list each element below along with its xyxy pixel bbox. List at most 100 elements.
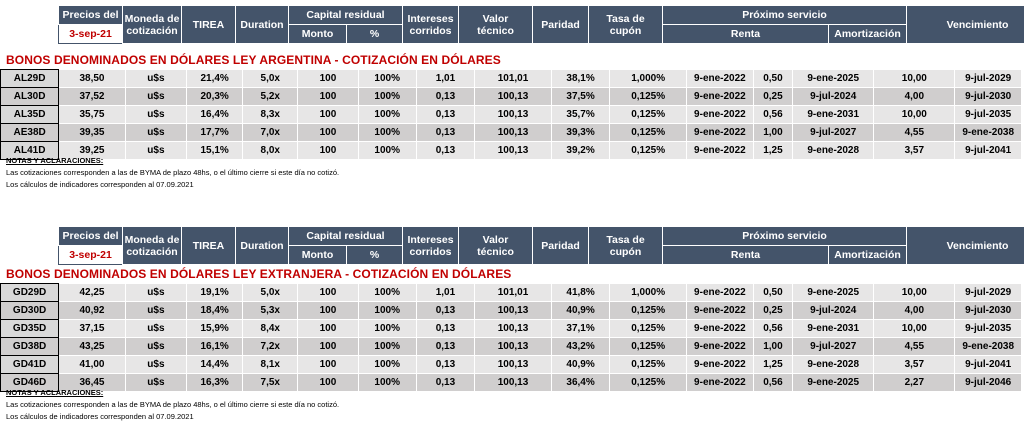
cell-duration: 5,2x bbox=[242, 87, 299, 106]
cell-tirea: 15,9% bbox=[186, 319, 244, 338]
cell-ticker: GD41D bbox=[0, 355, 60, 374]
cell-renta-date: 9-ene-2022 bbox=[686, 319, 754, 338]
cell-vencimiento: 9-jul-2029 bbox=[954, 69, 1022, 88]
pct-header: % bbox=[345, 245, 404, 265]
cell-tasa-cupon: 0,125% bbox=[609, 337, 688, 356]
cell-valor-tecnico: 101,01 bbox=[474, 69, 552, 88]
cell-ticker: GD46D bbox=[0, 373, 60, 392]
cell-currency: u$s bbox=[124, 373, 188, 392]
cell-currency: u$s bbox=[124, 355, 188, 374]
cell-duration: 7,5x bbox=[242, 373, 299, 392]
cell-amortizacion-date: 9-jul-2024 bbox=[792, 87, 875, 106]
cell-renta-value: 0,56 bbox=[752, 373, 794, 392]
cell-valor-tecnico: 100,13 bbox=[474, 123, 552, 142]
cell-tasa-cupon: 0,125% bbox=[609, 301, 688, 320]
cell-currency: u$s bbox=[124, 301, 188, 320]
cell-amortizacion-date: 9-ene-2031 bbox=[792, 319, 875, 338]
cell-renta-value: 0,50 bbox=[752, 69, 794, 88]
cell-paridad: 43,2% bbox=[550, 337, 611, 356]
cell-tasa-cupon: 0,125% bbox=[609, 319, 688, 338]
cell-intereses: 0,13 bbox=[415, 373, 476, 392]
cell-intereses: 0,13 bbox=[415, 319, 476, 338]
cell-monto: 100 bbox=[297, 319, 359, 338]
cell-currency: u$s bbox=[124, 105, 188, 124]
precios-del-header: Precios del bbox=[58, 5, 123, 25]
cell-renta-date: 9-ene-2022 bbox=[686, 355, 754, 374]
moneda-header: Moneda de cotización bbox=[122, 226, 182, 265]
paridad-header: Paridad bbox=[532, 5, 590, 44]
vencimiento-header: Vencimiento bbox=[906, 5, 1024, 44]
cell-monto: 100 bbox=[297, 123, 359, 142]
cell-currency: u$s bbox=[124, 283, 188, 302]
table-row: GD29D 42,25 u$s 19,1% 5,0x 100 100% 1,01 101,01 4… bbox=[0, 283, 1022, 302]
cell-paridad: 39,3% bbox=[550, 123, 611, 142]
cell-renta-value: 1,25 bbox=[752, 141, 794, 160]
cell-capital-pct: 100% bbox=[357, 141, 417, 160]
cell-duration: 8,1x bbox=[242, 355, 299, 374]
cell-capital-pct: 100% bbox=[357, 337, 417, 356]
cell-ticker: GD38D bbox=[0, 337, 60, 356]
cell-price: 36,45 bbox=[58, 373, 126, 392]
renta-header: Renta bbox=[662, 24, 830, 44]
cell-paridad: 40,9% bbox=[550, 301, 611, 320]
paridad-header: Paridad bbox=[532, 226, 590, 265]
cell-intereses: 0,13 bbox=[415, 355, 476, 374]
cell-renta-value: 1,00 bbox=[752, 123, 794, 142]
cell-price: 43,25 bbox=[58, 337, 126, 356]
proximo-servicio-header: Próximo servicio bbox=[662, 226, 908, 246]
cell-ticker: AE38D bbox=[0, 123, 60, 142]
bonds-table: AL29D 38,50 u$s 21,4% 5,0x 100 100% 1,01 101,01 3… bbox=[0, 69, 1022, 160]
cell-duration: 5,0x bbox=[242, 283, 299, 302]
cell-monto: 100 bbox=[297, 69, 359, 88]
cell-tasa-cupon: 1,000% bbox=[609, 69, 688, 88]
cell-ticker: AL30D bbox=[0, 87, 60, 106]
cell-tirea: 15,1% bbox=[186, 141, 244, 160]
cell-renta-date: 9-ene-2022 bbox=[686, 69, 754, 88]
cell-tirea: 16,4% bbox=[186, 105, 244, 124]
table-row: AL29D 38,50 u$s 21,4% 5,0x 100 100% 1,01 101,01 3… bbox=[0, 69, 1022, 88]
valor-tecnico-header: Valor técnico bbox=[458, 226, 534, 265]
cell-paridad: 41,8% bbox=[550, 283, 611, 302]
cell-capital-pct: 100% bbox=[357, 283, 417, 302]
cell-duration: 5,0x bbox=[242, 69, 299, 88]
notes-line: Los cálculos de indicadores corresponden… bbox=[6, 180, 194, 189]
precios-del-header: Precios del bbox=[58, 226, 123, 246]
cell-intereses: 0,13 bbox=[415, 105, 476, 124]
cell-currency: u$s bbox=[124, 87, 188, 106]
cell-tirea: 20,3% bbox=[186, 87, 244, 106]
cell-renta-value: 0,56 bbox=[752, 105, 794, 124]
cell-tirea: 14,4% bbox=[186, 355, 244, 374]
renta-header: Renta bbox=[662, 245, 830, 265]
cell-duration: 7,2x bbox=[242, 337, 299, 356]
cell-amortizacion-value: 3,57 bbox=[873, 141, 956, 160]
cell-amortizacion-value: 10,00 bbox=[873, 69, 956, 88]
cell-monto: 100 bbox=[297, 283, 359, 302]
proximo-servicio-header: Próximo servicio bbox=[662, 5, 908, 25]
cell-price: 42,25 bbox=[58, 283, 126, 302]
cell-amortizacion-date: 9-ene-2028 bbox=[792, 355, 875, 374]
cell-valor-tecnico: 100,13 bbox=[474, 301, 552, 320]
moneda-header: Moneda de cotización bbox=[122, 5, 182, 44]
cell-ticker: AL29D bbox=[0, 69, 60, 88]
cell-renta-value: 1,25 bbox=[752, 355, 794, 374]
cell-intereses: 0,13 bbox=[415, 141, 476, 160]
cell-ticker: AL41D bbox=[0, 141, 60, 160]
cell-tasa-cupon: 0,125% bbox=[609, 105, 688, 124]
header-table: Precios del Moneda de cotización TIREA Du… bbox=[58, 226, 1024, 265]
table-row: AL35D 35,75 u$s 16,4% 8,3x 100 100% 0,13 100,13 3… bbox=[0, 105, 1022, 124]
cell-amortizacion-value: 4,55 bbox=[873, 123, 956, 142]
cell-price: 39,25 bbox=[58, 141, 126, 160]
section-title: BONOS DENOMINADOS EN DÓLARES LEY ARGENTI… bbox=[6, 53, 501, 67]
cell-amortizacion-date: 9-ene-2025 bbox=[792, 373, 875, 392]
cell-renta-date: 9-ene-2022 bbox=[686, 301, 754, 320]
cell-valor-tecnico: 100,13 bbox=[474, 319, 552, 338]
notes-heading: NOTAS Y ACLARACIONES: bbox=[6, 156, 104, 165]
cell-amortizacion-value: 4,00 bbox=[873, 87, 956, 106]
cell-duration: 7,0x bbox=[242, 123, 299, 142]
cell-renta-date: 9-ene-2022 bbox=[686, 283, 754, 302]
cell-ticker: GD29D bbox=[0, 283, 60, 302]
table-row: GD35D 37,15 u$s 15,9% 8,4x 100 100% 0,13 100,13 3… bbox=[0, 319, 1022, 338]
table-row: AL30D 37,52 u$s 20,3% 5,2x 100 100% 0,13 100,13 3… bbox=[0, 87, 1022, 106]
cell-intereses: 0,13 bbox=[415, 301, 476, 320]
price-date: 3-sep-21 bbox=[58, 24, 123, 44]
